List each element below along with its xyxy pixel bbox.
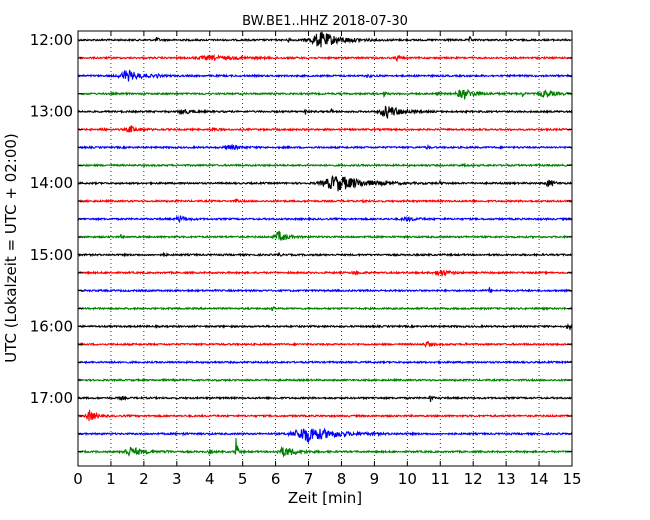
x-tick-label: 13 <box>497 470 516 488</box>
trace-1200 <box>77 31 573 48</box>
trace-1300 <box>77 105 573 119</box>
trace-1500 <box>77 251 573 258</box>
trace-1715 <box>77 409 573 421</box>
trace-1515 <box>77 269 573 278</box>
y-tick-label: 12:00 <box>30 31 73 49</box>
trace-1330 <box>77 143 573 151</box>
y-axis-label: UTC (Lokalzeit = UTC + 02:00) <box>2 133 20 363</box>
x-tick-label: 12 <box>464 470 483 488</box>
x-tick-label: 2 <box>139 470 149 488</box>
x-tick-label: 1 <box>106 470 116 488</box>
chart-title: BW.BE1..HHZ 2018-07-30 <box>242 14 408 29</box>
trace-1730 <box>77 427 573 444</box>
x-axis-label: Zeit [min] <box>288 489 362 507</box>
x-tick-label: 11 <box>431 470 450 488</box>
trace-1315 <box>77 125 573 133</box>
axis-ticks <box>77 31 573 466</box>
x-tick-label: 9 <box>370 470 380 488</box>
trace-1215 <box>77 53 573 63</box>
seismogram-traces <box>77 31 573 458</box>
y-tick-label: 16:00 <box>30 317 73 335</box>
x-tick-label: 10 <box>398 470 417 488</box>
trace-1645 <box>77 377 573 383</box>
x-tick-label: 7 <box>304 470 314 488</box>
plot-frame <box>77 30 573 467</box>
x-tick-label: 6 <box>271 470 281 488</box>
x-tick-label: 8 <box>337 470 347 488</box>
x-tick-label: 14 <box>530 470 549 488</box>
trace-1615 <box>77 340 573 348</box>
x-tick-labels: 0 1 2 3 4 5 6 7 8 9 10 11 12 13 14 15 <box>73 470 581 488</box>
trace-1245 <box>77 88 573 101</box>
x-tick-label: 3 <box>172 470 182 488</box>
y-tick-label: 13:00 <box>30 103 73 121</box>
trace-1430 <box>77 215 573 223</box>
y-tick-label: 14:00 <box>30 174 73 192</box>
trace-1745 <box>77 438 573 458</box>
trace-1345 <box>77 162 573 168</box>
trace-1530 <box>77 287 573 294</box>
x-tick-label: 0 <box>73 470 83 488</box>
trace-1230 <box>77 69 573 82</box>
grid-lines <box>110 31 540 466</box>
x-tick-label: 15 <box>562 470 581 488</box>
trace-1400 <box>77 175 573 192</box>
trace-1600 <box>77 323 573 332</box>
trace-1445 <box>77 230 573 242</box>
x-tick-label: 5 <box>238 470 248 488</box>
y-tick-label: 17:00 <box>30 389 73 407</box>
trace-1630 <box>77 359 573 365</box>
x-tick-label: 4 <box>205 470 215 488</box>
trace-1700 <box>77 395 573 403</box>
trace-1545 <box>77 305 573 312</box>
y-tick-label: 15:00 <box>30 246 73 264</box>
y-tick-labels: 12:00 13:00 14:00 15:00 16:00 17:00 <box>30 31 73 407</box>
trace-1415 <box>77 198 573 204</box>
